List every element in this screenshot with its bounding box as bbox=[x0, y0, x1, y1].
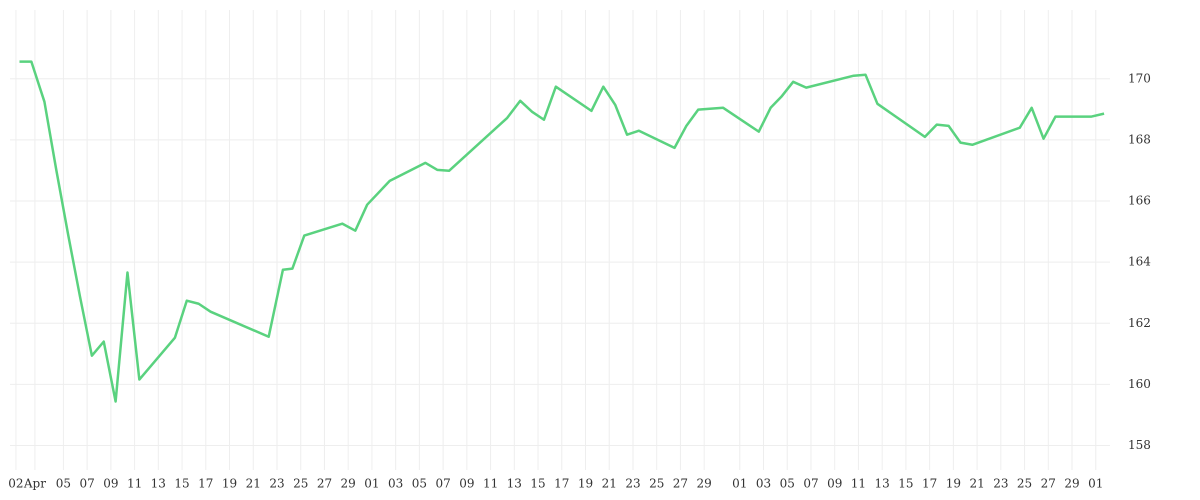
x-tick-label: 29 bbox=[341, 477, 356, 491]
x-tick-label: 27 bbox=[1041, 477, 1056, 491]
x-tick-label: 09 bbox=[103, 477, 118, 491]
y-tick-label: 158 bbox=[1128, 438, 1151, 452]
x-tick-label: 15 bbox=[898, 477, 913, 491]
x-tick-label: 05 bbox=[780, 477, 795, 491]
x-tick-label: 01 bbox=[1088, 477, 1103, 491]
x-tick-label: 09 bbox=[827, 477, 842, 491]
y-tick-label: 170 bbox=[1128, 71, 1151, 85]
x-tick-label: 21 bbox=[969, 477, 984, 491]
x-tick-label: 27 bbox=[673, 477, 688, 491]
x-tick-label: 17 bbox=[922, 477, 937, 491]
x-tick-label: 19 bbox=[222, 477, 237, 491]
x-tick-label: 13 bbox=[875, 477, 890, 491]
x-tick-label: 23 bbox=[993, 477, 1008, 491]
x-tick-label: 01 bbox=[364, 477, 379, 491]
x-tick-label: 05 bbox=[56, 477, 71, 491]
x-tick-label: 27 bbox=[317, 477, 332, 491]
x-tick-label: 29 bbox=[697, 477, 712, 491]
x-tick-label: 07 bbox=[803, 477, 818, 491]
x-tick-label: 01 bbox=[732, 477, 747, 491]
x-tick-label: 25 bbox=[649, 477, 664, 491]
y-tick-label: 162 bbox=[1128, 316, 1151, 330]
x-tick-label: 29 bbox=[1064, 477, 1079, 491]
x-tick-label: 19 bbox=[578, 477, 593, 491]
x-tick-label: 13 bbox=[151, 477, 166, 491]
y-tick-label: 168 bbox=[1128, 132, 1151, 146]
x-tick-label: 02 bbox=[8, 477, 23, 491]
x-tick-label: 17 bbox=[554, 477, 569, 491]
x-tick-label: 23 bbox=[269, 477, 284, 491]
price-line bbox=[19, 60, 1105, 403]
x-tick-label: 13 bbox=[507, 477, 522, 491]
x-tick-label: 19 bbox=[946, 477, 961, 491]
x-tick-label: 23 bbox=[625, 477, 640, 491]
y-tick-label: 160 bbox=[1128, 377, 1151, 391]
x-tick-label: 11 bbox=[127, 477, 142, 491]
x-tick-label: 11 bbox=[483, 477, 498, 491]
x-tick-label: 15 bbox=[174, 477, 189, 491]
x-tick-label: 25 bbox=[293, 477, 308, 491]
x-tick-label: 21 bbox=[602, 477, 617, 491]
x-tick-label: 07 bbox=[435, 477, 450, 491]
x-tick-label: 09 bbox=[459, 477, 474, 491]
x-tick-label: 03 bbox=[388, 477, 403, 491]
y-tick-label: 164 bbox=[1128, 255, 1151, 269]
x-tick-label: 11 bbox=[851, 477, 866, 491]
x-tick-label: 17 bbox=[198, 477, 213, 491]
x-tick-label: 05 bbox=[412, 477, 427, 491]
x-tick-label: 25 bbox=[1017, 477, 1032, 491]
x-tick-label: 03 bbox=[756, 477, 771, 491]
x-tick-label: Apr bbox=[23, 477, 46, 491]
x-tick-label: 21 bbox=[246, 477, 261, 491]
y-tick-label: 166 bbox=[1128, 194, 1151, 208]
x-tick-label: 07 bbox=[79, 477, 94, 491]
x-tick-label: 15 bbox=[530, 477, 545, 491]
